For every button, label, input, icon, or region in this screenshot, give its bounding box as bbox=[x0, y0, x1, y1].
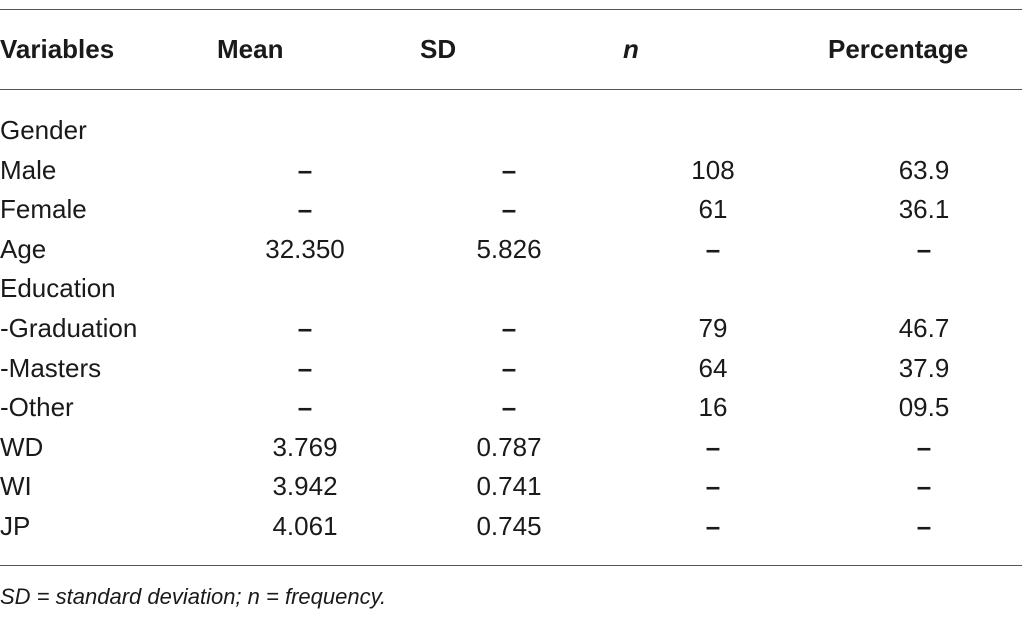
table-row: Gender bbox=[0, 110, 1022, 150]
table-header-rule bbox=[0, 89, 1022, 90]
row-n: – bbox=[705, 511, 721, 541]
table-bottom-rule bbox=[0, 565, 1022, 566]
row-mean: – bbox=[297, 352, 313, 383]
row-mean: 4.061 bbox=[272, 511, 338, 541]
row-sd: – bbox=[501, 313, 517, 343]
row-label: JP bbox=[0, 511, 31, 541]
row-percentage: 63.9 bbox=[898, 154, 950, 185]
header-sd: SD bbox=[420, 34, 457, 64]
row-label: -Masters bbox=[0, 352, 102, 383]
row-sd: – bbox=[501, 194, 517, 225]
row-n: 108 bbox=[691, 154, 735, 185]
row-sd: – bbox=[501, 154, 517, 185]
row-label: -Graduation bbox=[0, 313, 138, 343]
table-row: WD 3.769 0.787 – – bbox=[0, 427, 1022, 467]
row-label: WI bbox=[0, 471, 32, 502]
row-label: Age bbox=[0, 233, 47, 264]
table-row: Education bbox=[0, 268, 1022, 308]
row-sd: – bbox=[501, 392, 517, 423]
row-n: – bbox=[705, 431, 721, 462]
row-label: WD bbox=[0, 431, 44, 462]
table-row: Age 32.350 5.826 – – bbox=[0, 229, 1022, 269]
table-row: Male – – 108 63.9 bbox=[0, 150, 1022, 190]
table-row: -Masters – – 64 37.9 bbox=[0, 348, 1022, 388]
row-label: Education bbox=[0, 273, 116, 304]
row-n: – bbox=[705, 233, 721, 264]
row-n: 16 bbox=[698, 392, 728, 423]
row-n: 64 bbox=[698, 352, 728, 383]
header-variables: Variables bbox=[0, 34, 115, 64]
row-sd: 0.745 bbox=[476, 511, 542, 541]
row-mean: – bbox=[297, 154, 313, 185]
row-label: Gender bbox=[0, 115, 87, 145]
row-mean: 3.942 bbox=[272, 471, 338, 502]
table-row: Female – – 61 36.1 bbox=[0, 189, 1022, 229]
table-top-rule bbox=[0, 9, 1022, 10]
row-percentage: 46.7 bbox=[898, 313, 950, 343]
row-percentage: – bbox=[916, 233, 932, 264]
row-mean: 32.350 bbox=[265, 233, 345, 264]
row-sd: 0.741 bbox=[476, 471, 542, 502]
table-row: -Graduation – – 79 46.7 bbox=[0, 308, 1022, 348]
row-percentage: – bbox=[916, 471, 932, 502]
row-mean: 3.769 bbox=[272, 431, 338, 462]
row-mean: – bbox=[297, 392, 313, 423]
row-percentage: – bbox=[916, 511, 932, 541]
row-n: 79 bbox=[698, 313, 728, 343]
row-sd: 0.787 bbox=[476, 431, 542, 462]
header-mean: Mean bbox=[217, 34, 284, 64]
row-sd: 5.826 bbox=[476, 233, 542, 264]
row-n: 61 bbox=[698, 194, 728, 225]
row-percentage: 37.9 bbox=[898, 352, 950, 383]
header-percentage: Percentage bbox=[828, 34, 969, 64]
row-percentage: 09.5 bbox=[898, 392, 950, 423]
row-label: Female bbox=[0, 194, 87, 225]
row-label: -Other bbox=[0, 392, 74, 423]
row-percentage: 36.1 bbox=[898, 194, 950, 225]
table-row: JP 4.061 0.745 – – bbox=[0, 506, 1022, 546]
row-mean: – bbox=[297, 313, 313, 343]
table-footnote: SD = standard deviation; n = frequency. bbox=[0, 584, 387, 609]
header-n: n bbox=[623, 34, 639, 64]
table-row: -Other – – 16 09.5 bbox=[0, 387, 1022, 427]
row-label: Male bbox=[0, 154, 57, 185]
row-sd: – bbox=[501, 352, 517, 383]
table-row: WI 3.942 0.741 – – bbox=[0, 466, 1022, 506]
row-mean: – bbox=[297, 194, 313, 225]
row-percentage: – bbox=[916, 431, 932, 462]
row-n: – bbox=[705, 471, 721, 502]
